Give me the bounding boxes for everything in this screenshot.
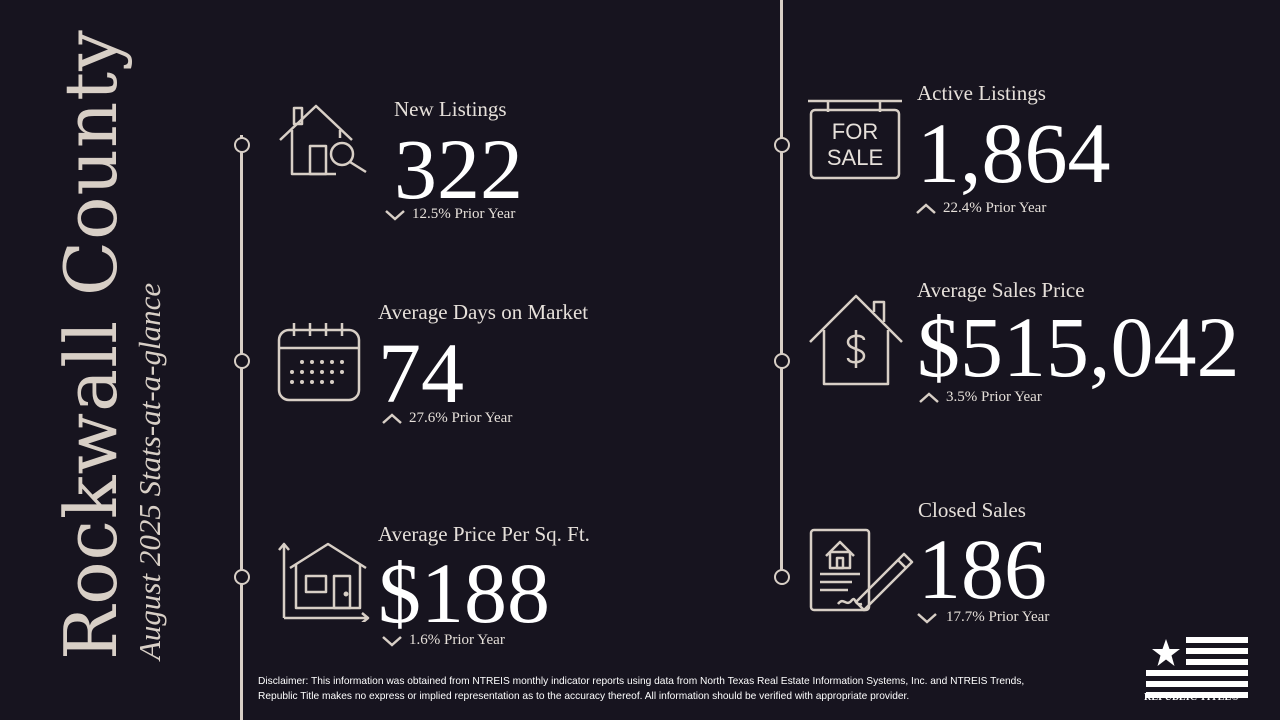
timeline-dot (234, 569, 250, 585)
change-text: 22.4% Prior Year (943, 200, 1047, 216)
house-search-icon (279, 104, 367, 176)
active-listings-label: Active Listings (917, 81, 1046, 105)
disclaimer-text: Disclaimer: This information was obtaine… (258, 676, 1025, 702)
logo-text: REPUBLIC TITLE® (1144, 692, 1240, 703)
timeline-dot (774, 569, 790, 585)
closed-sales-value: 186 (918, 521, 1047, 617)
timeline-dot (234, 353, 250, 369)
chevron-down-icon (917, 612, 937, 624)
change-text: 17.7% Prior Year (946, 609, 1050, 625)
timeline-dot (774, 137, 790, 153)
star-icon (1152, 639, 1180, 666)
price-per-sqft-change: 1.6% Prior Year (381, 632, 505, 649)
price-per-sqft-value: $188 (378, 545, 550, 641)
house-dimension-icon (278, 542, 370, 622)
chevron-up-icon (916, 202, 936, 214)
chevron-up-icon (382, 412, 402, 424)
days-on-market-change: 27.6% Prior Year (381, 410, 512, 427)
house-dollar-icon (809, 294, 903, 386)
timeline-dot (234, 137, 250, 153)
price-per-sqft-label: Average Price Per Sq. Ft. (378, 522, 590, 546)
for-sale-text-line2: SALE (826, 145, 884, 170)
active-listings-value: 1,864 (917, 105, 1111, 201)
new-listings-value: 322 (394, 121, 523, 217)
chevron-down-icon (382, 635, 402, 647)
avg-sales-price-change: 3.5% Prior Year (918, 389, 1042, 406)
contract-signing-icon (809, 528, 914, 612)
republic-title-logo (1146, 637, 1248, 698)
change-text: 27.6% Prior Year (409, 410, 513, 426)
county-title: Rockwall County (49, 29, 133, 660)
new-listings-change: 12.5% Prior Year (384, 206, 515, 223)
change-text: 3.5% Prior Year (946, 389, 1042, 405)
new-listings-label: New Listings (394, 97, 507, 121)
chevron-down-icon (385, 209, 405, 221)
for-sale-sign-icon: FOR SALE (808, 98, 902, 182)
left-timeline (240, 135, 243, 720)
closed-sales-change: 17.7% Prior Year (916, 609, 1049, 626)
for-sale-text-line1: FOR (831, 119, 879, 144)
report-subtitle: August 2025 Stats-at-a-glance (132, 282, 167, 660)
closed-sales-label: Closed Sales (918, 498, 1026, 522)
days-on-market-value: 74 (378, 325, 464, 421)
chevron-up-icon (919, 391, 939, 403)
avg-sales-price-value: $515,042 (917, 299, 1240, 395)
change-text: 12.5% Prior Year (412, 206, 516, 222)
days-on-market-label: Average Days on Market (378, 300, 589, 324)
change-text: 1.6% Prior Year (409, 632, 505, 648)
calendar-icon (277, 323, 361, 402)
timeline-dot (774, 353, 790, 369)
right-timeline (780, 0, 783, 580)
active-listings-change: 22.4% Prior Year (915, 200, 1046, 217)
avg-sales-price-label: Average Sales Price (917, 278, 1085, 302)
